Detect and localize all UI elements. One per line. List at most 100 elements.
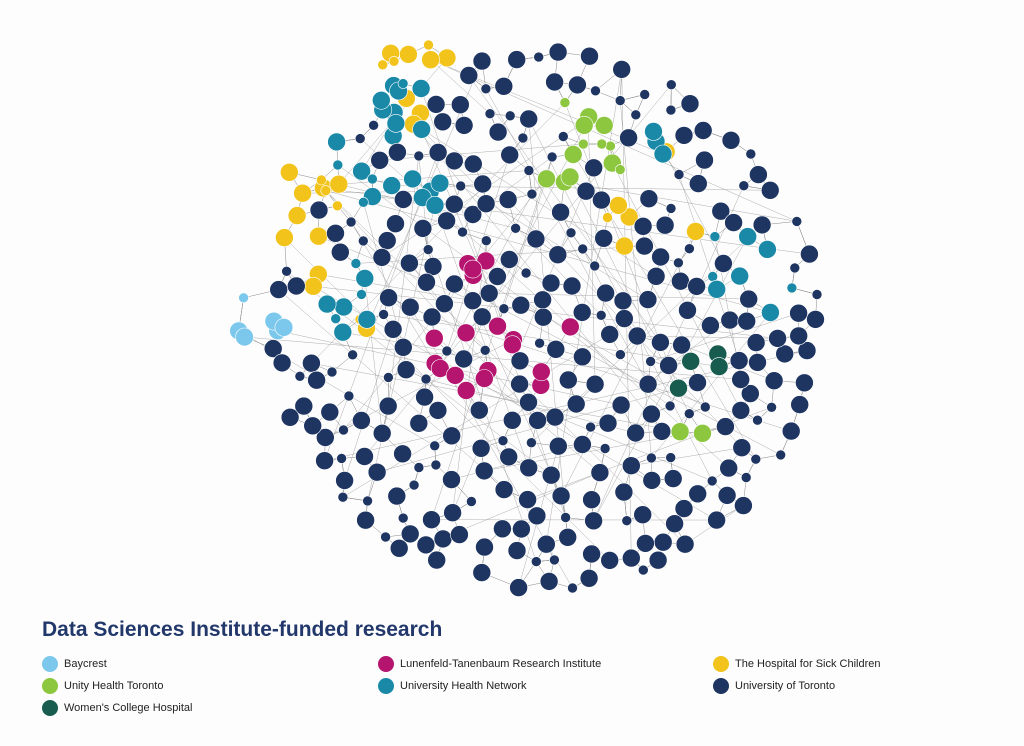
node <box>415 387 434 407</box>
edge <box>430 59 491 114</box>
node <box>388 55 400 67</box>
edge <box>311 363 681 432</box>
node <box>560 167 580 187</box>
node <box>425 196 445 215</box>
node <box>475 537 494 557</box>
node <box>528 411 547 430</box>
node <box>437 48 457 68</box>
node <box>463 291 483 311</box>
node <box>750 453 762 465</box>
node <box>746 333 766 352</box>
node <box>519 458 539 478</box>
node <box>611 395 631 415</box>
node <box>562 276 582 296</box>
node <box>472 563 492 582</box>
node <box>594 229 614 248</box>
node <box>472 307 492 327</box>
node <box>338 424 349 436</box>
node <box>510 351 530 371</box>
edge <box>620 100 652 458</box>
node <box>651 333 670 352</box>
node <box>558 370 578 390</box>
node <box>444 151 464 171</box>
node <box>639 89 651 100</box>
node <box>326 366 338 378</box>
node <box>413 150 425 162</box>
node <box>356 289 367 300</box>
node <box>469 400 489 420</box>
node <box>454 349 474 369</box>
node <box>357 235 369 247</box>
node <box>345 216 357 228</box>
node <box>430 459 442 471</box>
node <box>336 453 347 464</box>
node <box>423 257 443 276</box>
node <box>263 339 283 358</box>
node <box>303 276 323 296</box>
node <box>672 335 691 355</box>
node <box>748 353 767 372</box>
node <box>707 510 726 530</box>
node <box>272 353 292 373</box>
node <box>383 319 403 339</box>
node <box>688 484 708 504</box>
node <box>474 369 494 388</box>
node <box>789 303 808 323</box>
node <box>287 206 307 225</box>
node <box>688 174 708 193</box>
node <box>674 126 694 145</box>
node <box>534 337 545 349</box>
node <box>326 224 345 243</box>
node <box>665 104 677 116</box>
node <box>317 294 337 314</box>
edge <box>379 143 584 161</box>
edge <box>446 154 510 352</box>
node <box>642 471 662 490</box>
node <box>315 451 334 471</box>
node <box>519 109 539 129</box>
node <box>730 266 750 286</box>
node <box>598 413 618 433</box>
node <box>533 51 545 63</box>
node <box>330 242 350 262</box>
node <box>775 344 795 364</box>
node <box>302 353 321 373</box>
node <box>387 486 407 506</box>
node <box>806 310 825 329</box>
edge <box>473 275 706 408</box>
node <box>720 310 740 330</box>
node <box>541 273 561 293</box>
edge <box>472 300 562 496</box>
node <box>372 248 392 267</box>
legend-swatch <box>42 700 58 716</box>
node <box>574 116 594 135</box>
edge <box>323 187 538 421</box>
node <box>738 227 758 246</box>
node <box>595 309 607 321</box>
node <box>450 95 470 114</box>
edge <box>678 174 740 361</box>
node <box>701 316 720 335</box>
node <box>332 200 343 212</box>
node <box>638 374 658 394</box>
node <box>416 535 436 555</box>
node <box>355 447 374 466</box>
node <box>523 165 535 176</box>
node <box>557 131 569 142</box>
node <box>408 479 420 491</box>
node <box>652 422 672 441</box>
node <box>520 267 532 279</box>
node <box>494 77 514 96</box>
edge <box>497 178 547 327</box>
node <box>372 423 392 443</box>
node <box>433 529 453 549</box>
node <box>378 396 398 416</box>
node <box>499 250 519 269</box>
node <box>760 181 780 200</box>
node <box>545 72 564 92</box>
node <box>630 109 642 121</box>
edge <box>455 119 589 376</box>
node <box>442 426 462 446</box>
node <box>567 582 578 594</box>
node <box>463 205 483 224</box>
